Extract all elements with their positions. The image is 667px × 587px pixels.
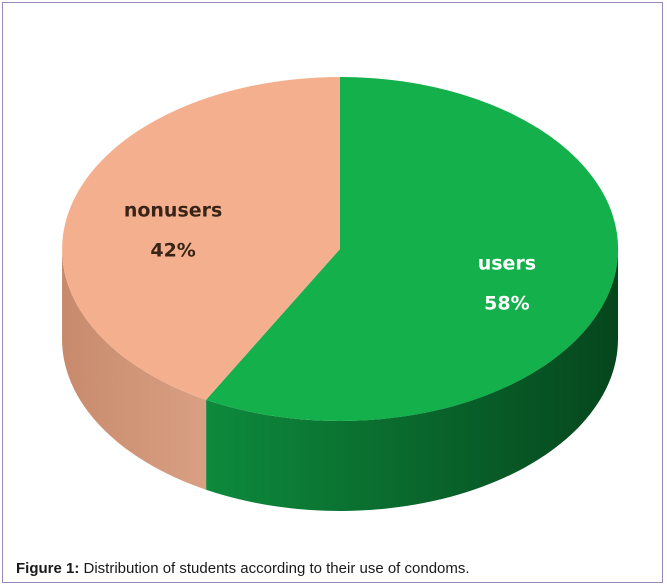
slice-label-users: users bbox=[478, 253, 536, 275]
slice-label-nonusers: nonusers bbox=[124, 200, 223, 222]
pie-chart: users 58% nonusers 42% bbox=[62, 76, 619, 511]
pie-slice-users bbox=[206, 76, 619, 421]
figure-caption: Figure 1: Distribution of students accor… bbox=[16, 560, 656, 577]
caption-label: Figure 1: bbox=[16, 560, 80, 577]
caption-text: Distribution of students according to th… bbox=[79, 560, 470, 577]
slice-value-nonusers: 42% bbox=[150, 240, 195, 262]
pie-side-users bbox=[206, 249, 618, 511]
pie-slice-nonusers bbox=[62, 77, 341, 400]
pie-side-nonusers bbox=[62, 249, 207, 490]
slice-value-users: 58% bbox=[484, 293, 529, 315]
